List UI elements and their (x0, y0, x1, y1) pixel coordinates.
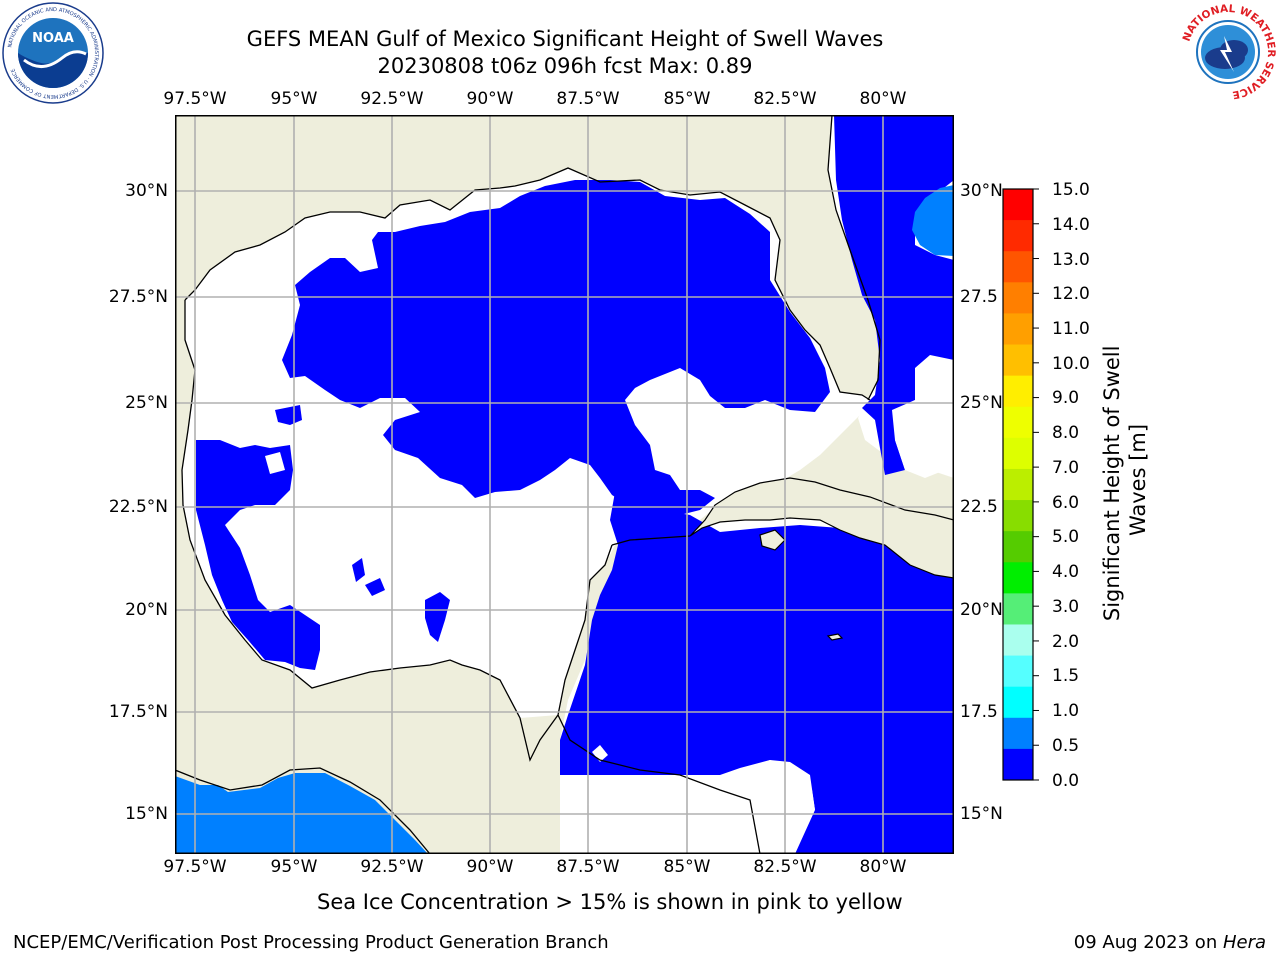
lon-tick-bottom: 97.5°W (163, 857, 227, 877)
lat-tick-left: 15°N (125, 804, 168, 824)
colorbar-frame (1002, 188, 1034, 781)
colorbar-swatch (1003, 500, 1033, 532)
lon-tick-top: 87.5°W (556, 89, 620, 109)
lat-tick-left: 22.5°N (108, 497, 168, 517)
colorbar-swatch (1003, 251, 1033, 283)
colorbar-swatch (1003, 655, 1033, 688)
footer-branch: NCEP/EMC/Verification Post Processing Pr… (13, 932, 609, 953)
footer-date-text: 09 Aug 2023 on (1073, 932, 1223, 953)
colorbar-tick-label: 3.0 (1052, 597, 1080, 617)
footer-host: Hera (1222, 932, 1266, 953)
lat-tick-left: 25°N (125, 393, 168, 413)
colorbar-tick-label: 12.0 (1052, 284, 1090, 304)
lat-tick-left: 20°N (125, 600, 168, 620)
lat-tick-right: 15°N (960, 804, 1003, 824)
coastlines (175, 115, 881, 854)
lon-tick-top: 85°W (663, 89, 711, 109)
islands (689, 477, 954, 641)
noaa-logo: NATIONAL OCEANIC AND ATMOSPHERIC ADMINIS… (2, 2, 104, 104)
graticule (175, 115, 954, 854)
lon-tick-bottom: 80°W (859, 857, 907, 877)
colorbar-tick-label: 14.0 (1052, 215, 1090, 235)
lon-tick-top: 92.5°W (360, 89, 424, 109)
colorbar-swatch (1003, 406, 1033, 439)
lon-tick-bottom: 87.5°W (556, 857, 620, 877)
colorbar-tick-label: 13.0 (1052, 250, 1090, 270)
colorbar-tick-label: 0.0 (1052, 771, 1080, 791)
colorbar (1002, 188, 1039, 781)
lat-tick-left: 27.5°N (108, 287, 168, 307)
lon-tick-bottom: 90°W (466, 857, 514, 877)
colorbar-swatch (1003, 468, 1033, 501)
colorbar-swatch (1003, 624, 1033, 657)
lat-tick-right: 17.5 (960, 702, 998, 722)
colorbar-tick-label: 15.0 (1052, 180, 1090, 200)
lon-tick-top: 90°W (466, 89, 514, 109)
lat-tick-right: 20°N (960, 600, 1003, 620)
svg-text:Significant Height of Swell: Significant Height of Swell Waves [m] (1100, 339, 1150, 621)
lon-tick-top: 80°W (859, 89, 907, 109)
lon-tick-bottom: 85°W (663, 857, 711, 877)
lon-tick-bottom: 92.5°W (360, 857, 424, 877)
colorbar-tick-label: 7.0 (1052, 458, 1080, 478)
colorbar-tick-label: 8.0 (1052, 423, 1080, 443)
lat-tick-right: 27.5 (960, 287, 998, 307)
map-frame (175, 115, 954, 854)
colorbar-tick-label: 11.0 (1052, 319, 1090, 339)
sea-ice-caption: Sea Ice Concentration > 15% is shown in … (317, 890, 903, 914)
colorbar-swatch (1003, 313, 1033, 346)
footer-date: 09 Aug 2023 on Hera (1074, 932, 1266, 953)
chart-subtitle: 20230808 t06z 096h fcst Max: 0.89 (377, 54, 753, 78)
swell-0-0.5 (196, 115, 954, 854)
colorbar-swatch (1003, 562, 1033, 594)
nws-logo: NATIONAL WEATHER SERVICE (1179, 3, 1277, 101)
lat-tick-left: 30°N (125, 181, 168, 201)
lat-tick-left: 17.5°N (108, 702, 168, 722)
colorbar-tick-label: 5.0 (1052, 527, 1080, 547)
colorbar-tick-label: 6.0 (1052, 493, 1080, 513)
colorbar-tick-label: 1.5 (1052, 666, 1080, 686)
colorbar-swatch (1003, 220, 1033, 252)
colorbar-tick-label: 2.0 (1052, 632, 1080, 652)
colorbar-tick-label: 0.5 (1052, 736, 1080, 756)
colorbar-swatch (1003, 748, 1033, 781)
lon-tick-top: 95°W (270, 89, 318, 109)
colorbar-tick-label: 4.0 (1052, 562, 1080, 582)
map-panel (175, 115, 954, 854)
colorbar-swatch (1003, 344, 1033, 377)
lon-tick-top: 97.5°W (163, 89, 227, 109)
colorbar-tick-label: 1.0 (1052, 701, 1080, 721)
lon-tick-top: 82.5°W (753, 89, 817, 109)
lat-tick-right: 25°N (960, 393, 1003, 413)
colorbar-swatch (1003, 375, 1033, 408)
lon-tick-bottom: 95°W (270, 857, 318, 877)
colorbar-axis-label: Significant Height of Swell Waves [m] (1100, 339, 1150, 622)
noaa-logo-text: NOAA (32, 31, 74, 46)
chart-title: GEFS MEAN Gulf of Mexico Significant Hei… (246, 27, 884, 51)
lat-tick-right: 30°N (960, 181, 1003, 201)
colorbar-swatch (1003, 717, 1033, 750)
colorbar-tick-label: 10.0 (1052, 354, 1090, 374)
colorbar-swatch (1003, 282, 1033, 314)
lat-tick-right: 22.5 (960, 497, 998, 517)
colorbar-swatch (1003, 593, 1033, 625)
lon-tick-bottom: 82.5°W (753, 857, 817, 877)
colorbar-swatch (1003, 437, 1033, 470)
colorbar-swatch (1003, 686, 1033, 719)
colorbar-tick-label: 9.0 (1052, 388, 1080, 408)
colorbar-swatch (1003, 189, 1033, 221)
colorbar-swatch (1003, 531, 1033, 563)
